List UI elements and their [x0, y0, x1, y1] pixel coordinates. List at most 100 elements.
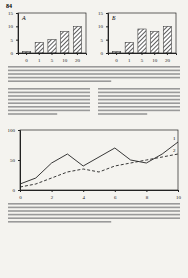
tick-label: 8: [146, 195, 149, 200]
bar: [138, 29, 146, 53]
axis: 0 5 10 15: [98, 11, 109, 56]
bars: [112, 26, 171, 53]
tick: 0: [115, 53, 118, 63]
tick: 5: [11, 38, 19, 43]
frame: [108, 13, 176, 53]
tick-mark: [64, 53, 65, 55]
tick-label: 100: [8, 128, 16, 133]
tick: 0: [19, 190, 22, 200]
text-line: [8, 77, 180, 79]
axis: 0151020: [19, 53, 87, 63]
bar: [73, 26, 81, 53]
line-chart: 120246810050100: [8, 128, 182, 199]
text-line: [8, 95, 90, 97]
text-line: [8, 92, 90, 94]
axis: 0 50 100: [8, 128, 21, 193]
tick-mark: [154, 53, 155, 55]
text-line: [8, 102, 90, 104]
axis: 0 5 10 15: [8, 11, 19, 56]
tick-mark: [142, 53, 143, 55]
tick-mark: [115, 190, 116, 192]
text-line: [98, 95, 180, 97]
tick: 100: [8, 128, 21, 133]
bar: [125, 42, 133, 53]
text-line: [98, 106, 180, 108]
tick-mark: [106, 40, 108, 41]
tick-mark: [129, 53, 130, 55]
text-line: [8, 113, 57, 115]
tick-mark: [26, 53, 27, 55]
bar: [151, 32, 159, 53]
text-line: [8, 217, 180, 219]
chart-title: Б: [111, 15, 116, 21]
frame: [18, 13, 86, 53]
tick-label: 0: [101, 51, 104, 56]
text-line: [98, 113, 147, 115]
lines: [20, 142, 178, 187]
series-label: 1: [173, 136, 176, 141]
tick-label: 1: [38, 58, 41, 63]
frame: [20, 130, 178, 190]
tick: 10: [98, 24, 108, 29]
text-line: [8, 88, 90, 90]
axis-line: [19, 54, 87, 56]
tick-label: 5: [101, 38, 104, 43]
tick: 0: [11, 51, 19, 56]
text-line: [8, 66, 180, 68]
tick: 10: [152, 53, 158, 63]
tick: 0: [101, 51, 109, 56]
tick-mark: [18, 160, 20, 161]
tick: 15: [8, 11, 18, 16]
tick: 10: [8, 24, 18, 29]
tick-label: 10: [62, 58, 68, 63]
bar: [35, 42, 43, 53]
text-line: [8, 70, 180, 72]
tick: 50: [10, 158, 20, 163]
tick: 15: [98, 11, 108, 16]
tick-label: 6: [114, 195, 117, 200]
text-line: [98, 99, 180, 101]
tick-mark: [167, 53, 168, 55]
chart-title: А: [21, 15, 26, 21]
tick-mark: [106, 13, 108, 14]
tick: 10: [176, 190, 182, 200]
tick: 20: [165, 53, 171, 63]
tick: 6: [114, 190, 117, 200]
tick: 20: [75, 53, 81, 63]
tick-label: 50: [10, 158, 16, 163]
tick-label: 10: [176, 195, 182, 200]
axis: 0246810: [19, 190, 181, 200]
tick-label: 20: [165, 58, 171, 63]
text-line: [98, 102, 180, 104]
tick: 8: [146, 190, 149, 200]
tick-label: 0: [115, 58, 118, 63]
tick-label: 20: [75, 58, 81, 63]
text-line: [8, 210, 180, 212]
text-line: [98, 88, 180, 90]
illegible-text: [8, 66, 180, 223]
text-line: [8, 203, 180, 205]
bar-chart: 0 15 10 20 0 5 10 15Б: [98, 11, 177, 62]
tick-label: 10: [98, 24, 104, 29]
tick-label: 5: [51, 58, 54, 63]
bar: [61, 32, 69, 53]
text-line: [8, 207, 180, 209]
tick-mark: [116, 53, 117, 55]
text-line: [98, 92, 180, 94]
tick: 5: [51, 53, 54, 63]
tick-mark: [106, 53, 108, 54]
tick-label: 0: [11, 51, 14, 56]
text-line: [8, 214, 180, 216]
tick-mark: [106, 26, 108, 27]
tick-mark: [16, 40, 18, 41]
tick: 1: [38, 53, 41, 63]
axis-line: [106, 14, 109, 54]
text-line: [98, 110, 180, 112]
tick: 0: [13, 188, 21, 193]
text-line: [8, 110, 90, 112]
series-line: [20, 154, 178, 187]
page: 840151020051015А0151020051015Б1202468100…: [0, 0, 188, 278]
tick-label: 4: [82, 195, 85, 200]
tick: 10: [62, 53, 68, 63]
tick-label: 0: [13, 188, 16, 193]
